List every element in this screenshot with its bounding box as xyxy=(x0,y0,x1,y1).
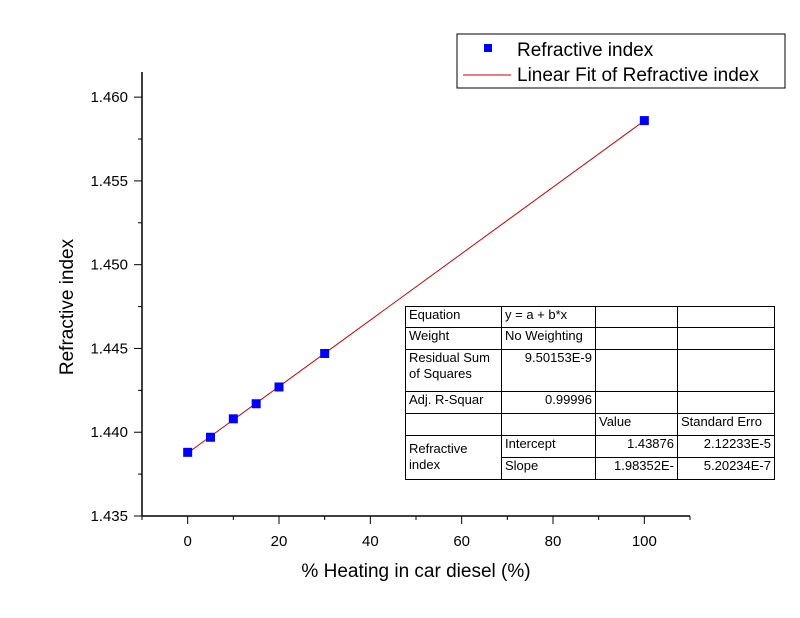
slope-error: 5.20234E-7 xyxy=(677,457,775,480)
x-tick-label: 80 xyxy=(545,533,562,550)
ticks: 0 20 40 60 80 100 1.435 1.440 1.445 1.450 1.455 1.4… xyxy=(90,89,691,550)
empty-cell xyxy=(595,306,678,328)
data-point xyxy=(228,414,238,424)
equation-value: y = a + b*x xyxy=(501,306,596,328)
y-axis-title: Refractive index xyxy=(57,238,78,375)
legend: Refractive index Linear Fit of Refractiv… xyxy=(456,33,786,89)
slope-value: 1.98352E- xyxy=(595,457,678,480)
legend-marker-refractive-index xyxy=(484,44,492,52)
rss-value: 9.50153E-9 xyxy=(501,349,596,392)
empty-cell xyxy=(677,306,775,328)
empty-cell xyxy=(677,391,775,414)
legend-label-refractive-index: Refractive index xyxy=(517,40,654,61)
y-tick-label: 1.455 xyxy=(90,173,128,190)
linear-fit-line xyxy=(187,120,645,454)
rss-label-text: Residual Sum of Squares xyxy=(409,350,490,382)
points-group xyxy=(183,116,649,457)
group-label: Refractive index xyxy=(405,435,502,480)
x-tick-label: 40 xyxy=(362,533,379,550)
fit-line-group xyxy=(187,120,645,454)
data-point xyxy=(251,399,261,409)
adj-r-square-value: 0.99996 xyxy=(501,391,596,414)
y-tick-label: 1.460 xyxy=(90,89,128,106)
empty-cell xyxy=(595,327,678,350)
slope-label: Slope xyxy=(501,457,596,480)
y-tick-label: 1.445 xyxy=(90,340,128,357)
value-column-header: Value xyxy=(595,413,678,436)
x-tick-label: 0 xyxy=(183,533,191,550)
legend-box xyxy=(456,33,786,89)
fit-results-table: Equation y = a + b*x Weight No Weighting… xyxy=(405,306,775,480)
empty-cell xyxy=(677,327,775,350)
empty-cell xyxy=(501,413,596,436)
empty-cell xyxy=(595,349,678,392)
weight-label: Weight xyxy=(405,327,502,350)
equation-label: Equation xyxy=(405,306,502,328)
intercept-value: 1.43876 xyxy=(595,435,678,458)
legend-label-linear-fit: Linear Fit of Refractive index xyxy=(517,65,759,86)
empty-cell xyxy=(595,391,678,414)
data-point xyxy=(274,382,284,392)
data-point xyxy=(183,447,193,457)
y-tick-label: 1.440 xyxy=(90,424,128,441)
y-tick-label: 1.435 xyxy=(90,508,128,525)
x-tick-label: 20 xyxy=(271,533,288,550)
intercept-label: Intercept xyxy=(501,435,596,458)
data-point xyxy=(320,348,330,358)
empty-cell xyxy=(405,413,502,436)
stderr-column-header: Standard Erro xyxy=(677,413,775,436)
rss-label: Residual Sum of Squares xyxy=(405,349,502,392)
x-axis-title: % Heating in car diesel (%) xyxy=(301,561,530,582)
data-point xyxy=(639,116,649,126)
intercept-error: 2.12233E-5 xyxy=(677,435,775,458)
adj-r-square-label: Adj. R-Squar xyxy=(405,391,502,414)
x-tick-label: 60 xyxy=(453,533,470,550)
x-tick-label: 100 xyxy=(632,533,657,550)
y-tick-label: 1.450 xyxy=(90,257,128,274)
group-label-text: Refractive index xyxy=(409,441,468,472)
weight-value: No Weighting xyxy=(501,327,596,350)
empty-cell xyxy=(677,349,775,392)
data-point xyxy=(206,432,215,442)
